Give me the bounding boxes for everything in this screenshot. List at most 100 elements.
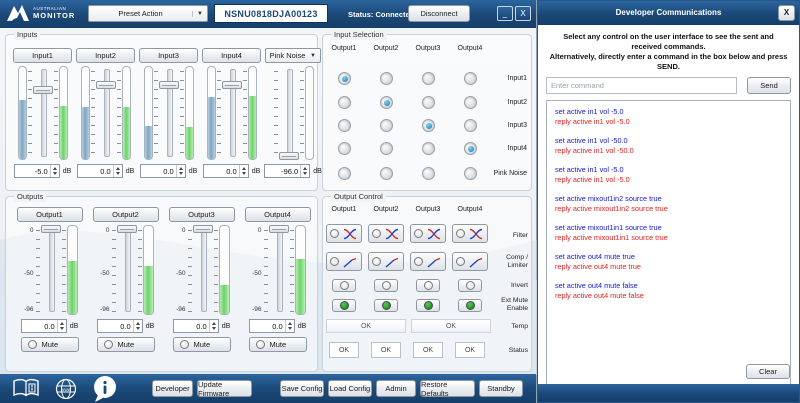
developer-button[interactable]: Developer xyxy=(152,380,193,397)
input1-gain-slider[interactable] xyxy=(32,66,53,160)
slider-thumb[interactable] xyxy=(158,80,179,89)
matrix-radio-out2-in4[interactable] xyxy=(380,142,393,155)
pink-noise-gain-slider[interactable] xyxy=(278,66,299,161)
info-bubble-icon[interactable] xyxy=(90,375,120,403)
output4-mute-button[interactable]: Mute xyxy=(248,337,307,352)
matrix-radio-out4-in2[interactable] xyxy=(464,96,477,109)
spinner-arrows-icon[interactable] xyxy=(56,320,66,332)
send-button[interactable]: Send xyxy=(747,77,791,94)
input2-gain-spinner[interactable]: 0.0 xyxy=(76,164,123,178)
output4-level-spinner[interactable]: 0.0 xyxy=(248,319,295,333)
spinner-arrows-icon[interactable] xyxy=(175,165,185,177)
admin-button[interactable]: Admin xyxy=(376,380,416,397)
output3-level-spinner[interactable]: 0.0 xyxy=(172,319,219,333)
matrix-radio-out2-pink[interactable] xyxy=(380,167,393,180)
output2-level-slider[interactable] xyxy=(116,224,137,315)
matrix-radio-out1-pink[interactable] xyxy=(338,167,351,180)
output3-invert-button[interactable] xyxy=(416,279,440,292)
matrix-radio-out3-pink[interactable] xyxy=(422,167,435,180)
input4-gain-slider[interactable] xyxy=(221,66,242,160)
slider-thumb[interactable] xyxy=(95,80,116,89)
spinner-arrows-icon[interactable] xyxy=(208,320,218,332)
command-log[interactable]: set active in1 vol -5.0 reply active in1… xyxy=(546,100,791,385)
slider-thumb[interactable] xyxy=(221,80,242,89)
matrix-radio-out3-in4[interactable] xyxy=(422,142,435,155)
output2-button[interactable]: Output2 xyxy=(92,207,159,222)
matrix-radio-out3-in2[interactable] xyxy=(422,96,435,109)
input3-gain-slider[interactable] xyxy=(158,66,179,160)
spinner-arrows-icon[interactable] xyxy=(112,165,122,177)
matrix-radio-out4-in3[interactable] xyxy=(464,119,477,132)
command-input[interactable] xyxy=(546,77,737,94)
minimize-button[interactable]: _ xyxy=(497,6,513,21)
slider-thumb[interactable] xyxy=(268,224,289,233)
output4-button[interactable]: Output4 xyxy=(244,207,311,222)
input2-gain-slider[interactable] xyxy=(95,66,116,160)
output3-ext-mute-button[interactable] xyxy=(416,299,440,312)
standby-button[interactable]: Standby xyxy=(479,380,523,397)
output2-filter-button[interactable] xyxy=(368,224,404,243)
output1-level-slider[interactable] xyxy=(40,224,61,315)
matrix-radio-out3-in1[interactable] xyxy=(422,72,435,85)
matrix-radio-out1-in1[interactable] xyxy=(338,72,351,85)
slider-thumb[interactable] xyxy=(40,224,61,233)
output4-level-slider[interactable] xyxy=(268,224,289,315)
output3-button[interactable]: Output3 xyxy=(168,207,235,222)
matrix-radio-out3-in3[interactable] xyxy=(422,119,435,132)
output1-comp-limiter-button[interactable] xyxy=(326,252,362,271)
output3-comp-limiter-button[interactable] xyxy=(410,252,446,271)
spinner-arrows-icon[interactable] xyxy=(132,320,142,332)
input3-button[interactable]: Input3 xyxy=(139,48,198,63)
output1-level-spinner[interactable]: 0.0 xyxy=(20,319,67,333)
matrix-radio-out4-pink[interactable] xyxy=(464,167,477,180)
output4-invert-button[interactable] xyxy=(458,279,482,292)
input2-button[interactable]: Input2 xyxy=(76,48,135,63)
input3-gain-spinner[interactable]: 0.0 xyxy=(139,164,186,178)
slider-thumb[interactable] xyxy=(32,86,53,95)
spinner-arrows-icon[interactable] xyxy=(49,165,59,177)
input1-button[interactable]: Input1 xyxy=(13,48,72,63)
disconnect-button[interactable]: Disconnect xyxy=(408,5,470,22)
matrix-radio-out2-in1[interactable] xyxy=(380,72,393,85)
output2-comp-limiter-button[interactable] xyxy=(368,252,404,271)
dev-close-button[interactable]: X xyxy=(778,5,795,21)
slider-thumb[interactable] xyxy=(278,152,299,161)
slider-thumb[interactable] xyxy=(192,224,213,233)
matrix-radio-out4-in4[interactable] xyxy=(464,142,477,155)
restore-defaults-button[interactable]: Restore Defaults xyxy=(420,380,475,398)
matrix-radio-out4-in1[interactable] xyxy=(464,72,477,85)
matrix-radio-out2-in2[interactable] xyxy=(380,96,393,109)
load-config-button[interactable]: Load Config xyxy=(328,380,372,397)
web-globe-icon[interactable]: www xyxy=(55,378,77,400)
output3-level-slider[interactable] xyxy=(192,224,213,315)
input4-gain-spinner[interactable]: 0.0 xyxy=(202,164,249,178)
output2-invert-button[interactable] xyxy=(374,279,398,292)
matrix-radio-out1-in2[interactable] xyxy=(338,96,351,109)
pink-noise-dropdown[interactable]: Pink Noise ▼ xyxy=(265,48,321,63)
output2-mute-button[interactable]: Mute xyxy=(96,337,155,352)
input4-button[interactable]: Input4 xyxy=(202,48,261,63)
output4-filter-button[interactable] xyxy=(452,224,488,243)
clear-button[interactable]: Clear xyxy=(746,364,790,379)
matrix-radio-out1-in4[interactable] xyxy=(338,142,351,155)
slider-thumb[interactable] xyxy=(116,224,137,233)
save-config-button[interactable]: Save Config xyxy=(280,380,324,397)
spinner-arrows-icon[interactable] xyxy=(284,320,294,332)
output3-mute-button[interactable]: Mute xyxy=(172,337,231,352)
matrix-radio-out2-in3[interactable] xyxy=(380,119,393,132)
output1-mute-button[interactable]: Mute xyxy=(20,337,79,352)
output4-ext-mute-button[interactable] xyxy=(458,299,482,312)
preset-action-dropdown[interactable]: Preset Action ▼ xyxy=(88,5,208,22)
output1-invert-button[interactable] xyxy=(332,279,356,292)
spinner-arrows-icon[interactable] xyxy=(300,165,309,177)
output3-filter-button[interactable] xyxy=(410,224,446,243)
output2-level-spinner[interactable]: 0.0 xyxy=(96,319,143,333)
matrix-radio-out1-in3[interactable] xyxy=(338,119,351,132)
input1-gain-spinner[interactable]: -5.0 xyxy=(13,164,60,178)
pink-noise-gain-spinner[interactable]: -96.0 xyxy=(264,164,311,178)
close-button[interactable]: X xyxy=(515,6,531,21)
spinner-arrows-icon[interactable] xyxy=(238,165,248,177)
manual-book-icon[interactable] xyxy=(12,378,40,399)
output1-ext-mute-button[interactable] xyxy=(332,299,356,312)
update-firmware-button[interactable]: Update Firmware xyxy=(197,380,252,398)
